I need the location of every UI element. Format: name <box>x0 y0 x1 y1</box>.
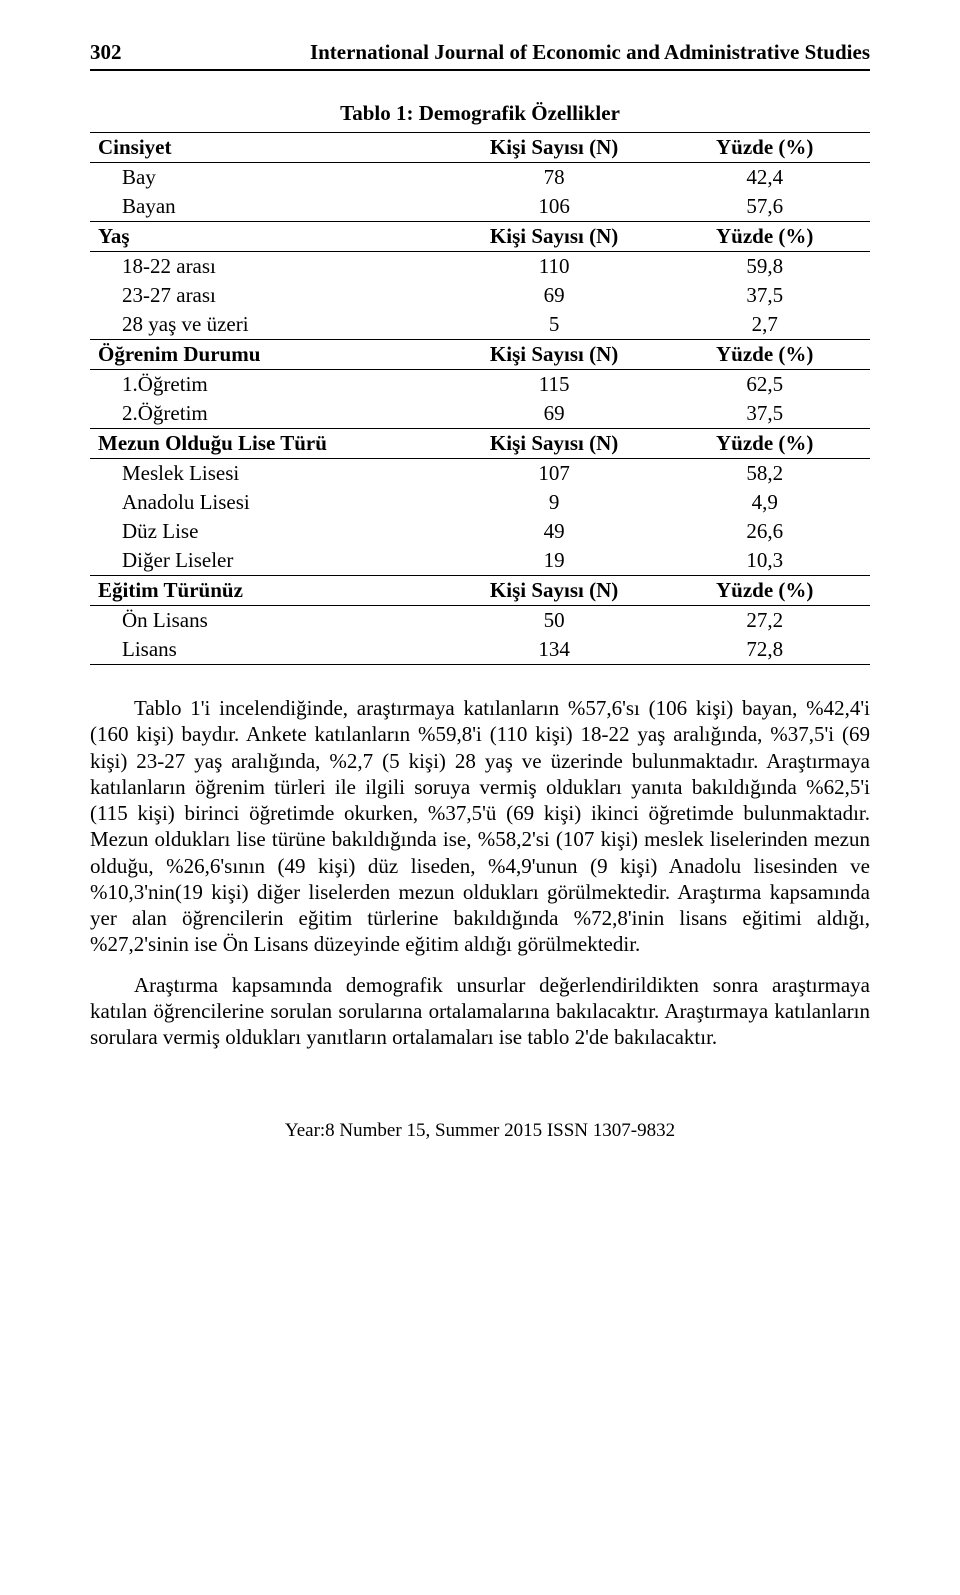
table-row: 23-27 arası6937,5 <box>90 281 870 310</box>
row-percent: 37,5 <box>659 399 870 429</box>
row-percent: 2,7 <box>659 310 870 340</box>
row-label: Meslek Lisesi <box>90 459 449 489</box>
row-label: Düz Lise <box>90 517 449 546</box>
table-row: 28 yaş ve üzeri52,7 <box>90 310 870 340</box>
row-percent: Yüzde (%) <box>659 340 870 370</box>
table-row: Eğitim TürünüzKişi Sayısı (N)Yüzde (%) <box>90 576 870 606</box>
page-number: 302 <box>90 40 122 65</box>
row-percent: 57,6 <box>659 192 870 222</box>
table-row: 2.Öğretim6937,5 <box>90 399 870 429</box>
row-count: 134 <box>449 635 660 665</box>
row-count: 107 <box>449 459 660 489</box>
row-percent: Yüzde (%) <box>659 576 870 606</box>
table-row: Anadolu Lisesi94,9 <box>90 488 870 517</box>
table-row: Diğer Liseler1910,3 <box>90 546 870 576</box>
table-row: YaşKişi Sayısı (N)Yüzde (%) <box>90 222 870 252</box>
row-label: Yaş <box>90 222 449 252</box>
row-label: 23-27 arası <box>90 281 449 310</box>
row-label: Diğer Liseler <box>90 546 449 576</box>
page-header: 302 International Journal of Economic an… <box>90 40 870 71</box>
table-row: Ön Lisans5027,2 <box>90 606 870 636</box>
row-percent: 59,8 <box>659 252 870 282</box>
paragraph-1: Tablo 1'i incelendiğinde, araştırmaya ka… <box>90 695 870 958</box>
table-row: Bayan10657,6 <box>90 192 870 222</box>
row-count: 115 <box>449 370 660 400</box>
paragraph-2: Araştırma kapsamında demografik unsurlar… <box>90 972 870 1051</box>
row-label: Bayan <box>90 192 449 222</box>
row-count: 5 <box>449 310 660 340</box>
row-label: Eğitim Türünüz <box>90 576 449 606</box>
row-percent: 10,3 <box>659 546 870 576</box>
row-percent: 4,9 <box>659 488 870 517</box>
row-label: 2.Öğretim <box>90 399 449 429</box>
row-percent: Yüzde (%) <box>659 429 870 459</box>
row-count: 69 <box>449 399 660 429</box>
table-row: 18-22 arası11059,8 <box>90 252 870 282</box>
demographics-table: CinsiyetKişi Sayısı (N)Yüzde (%)Bay7842,… <box>90 132 870 665</box>
table-row: Meslek Lisesi10758,2 <box>90 459 870 489</box>
row-label: Ön Lisans <box>90 606 449 636</box>
row-count: Kişi Sayısı (N) <box>449 222 660 252</box>
page-footer: Year:8 Number 15, Summer 2015 ISSN 1307-… <box>90 1120 870 1142</box>
row-percent: 62,5 <box>659 370 870 400</box>
row-label: Bay <box>90 163 449 193</box>
row-percent: Yüzde (%) <box>659 133 870 163</box>
row-label: Cinsiyet <box>90 133 449 163</box>
table-row: CinsiyetKişi Sayısı (N)Yüzde (%) <box>90 133 870 163</box>
row-label: Lisans <box>90 635 449 665</box>
row-label: Mezun Olduğu Lise Türü <box>90 429 449 459</box>
row-percent: Yüzde (%) <box>659 222 870 252</box>
table-row: Lisans13472,8 <box>90 635 870 665</box>
row-label: 28 yaş ve üzeri <box>90 310 449 340</box>
row-percent: 72,8 <box>659 635 870 665</box>
journal-title: International Journal of Economic and Ad… <box>310 40 870 65</box>
row-count: 78 <box>449 163 660 193</box>
table-row: Mezun Olduğu Lise TürüKişi Sayısı (N)Yüz… <box>90 429 870 459</box>
table-row: 1.Öğretim11562,5 <box>90 370 870 400</box>
table-row: Bay7842,4 <box>90 163 870 193</box>
row-count: 69 <box>449 281 660 310</box>
row-label: Anadolu Lisesi <box>90 488 449 517</box>
row-percent: 58,2 <box>659 459 870 489</box>
row-percent: 26,6 <box>659 517 870 546</box>
row-count: 19 <box>449 546 660 576</box>
row-label: 18-22 arası <box>90 252 449 282</box>
row-count: Kişi Sayısı (N) <box>449 133 660 163</box>
row-count: 9 <box>449 488 660 517</box>
row-count: 50 <box>449 606 660 636</box>
table-title: Tablo 1: Demografik Özellikler <box>90 101 870 126</box>
row-count: Kişi Sayısı (N) <box>449 340 660 370</box>
row-count: Kişi Sayısı (N) <box>449 429 660 459</box>
row-count: 106 <box>449 192 660 222</box>
row-percent: 27,2 <box>659 606 870 636</box>
row-percent: 37,5 <box>659 281 870 310</box>
row-count: Kişi Sayısı (N) <box>449 576 660 606</box>
row-label: Öğrenim Durumu <box>90 340 449 370</box>
row-count: 110 <box>449 252 660 282</box>
table-row: Öğrenim DurumuKişi Sayısı (N)Yüzde (%) <box>90 340 870 370</box>
table-row: Düz Lise4926,6 <box>90 517 870 546</box>
row-label: 1.Öğretim <box>90 370 449 400</box>
row-count: 49 <box>449 517 660 546</box>
row-percent: 42,4 <box>659 163 870 193</box>
